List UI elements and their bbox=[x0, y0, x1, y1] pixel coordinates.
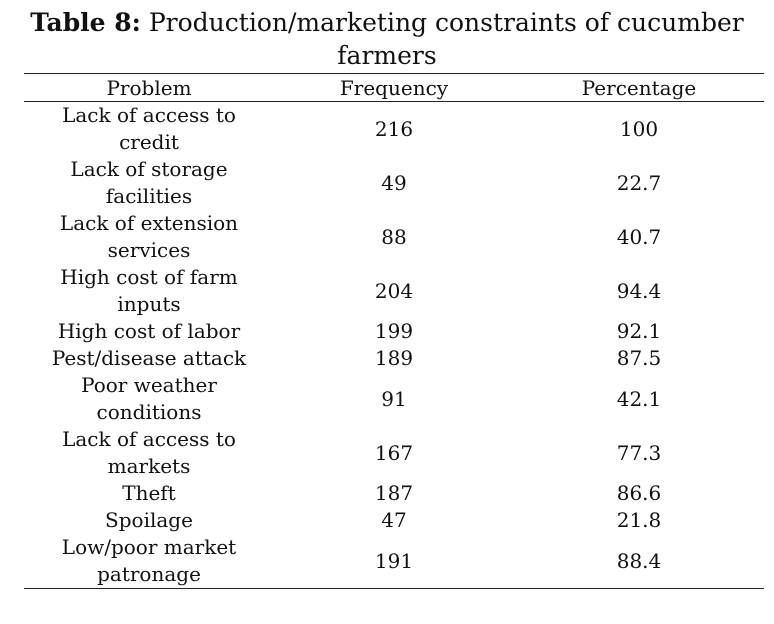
cell-percentage: 94.4 bbox=[616, 278, 662, 303]
cell-percentage: 40.7 bbox=[616, 224, 662, 249]
table-row: High cost of labor 199 92.1 bbox=[24, 318, 764, 345]
header-row: Problem Frequency Percentage bbox=[24, 73, 764, 102]
cell-frequency: 91 bbox=[381, 386, 407, 411]
cell-percentage: 100 bbox=[619, 116, 659, 141]
cell-percentage: 86.6 bbox=[616, 481, 662, 505]
table-caption: Table 8: Production/marketing constraint… bbox=[0, 6, 774, 72]
cell-problem: High cost of labor bbox=[57, 319, 241, 343]
header-percentage: Percentage bbox=[514, 73, 764, 102]
cell-frequency: 47 bbox=[381, 508, 407, 532]
cell-problem: Low/poor market patronage bbox=[24, 534, 274, 589]
cell-frequency: 191 bbox=[274, 534, 514, 589]
cell-problem: Lack of storage facilities bbox=[70, 157, 228, 208]
cell-frequency: 49 bbox=[381, 170, 407, 195]
cell-problem: Lack of access to markets bbox=[62, 427, 236, 478]
cell-problem: High cost of farm inputs bbox=[60, 265, 238, 316]
cell-problem: Lack of access to credit bbox=[62, 103, 236, 154]
table-number: Table 8: bbox=[30, 8, 141, 37]
cell-percentage: 92.1 bbox=[616, 319, 662, 343]
cell-percentage: 22.7 bbox=[616, 170, 662, 195]
cell-frequency: 216 bbox=[374, 116, 414, 141]
cell-frequency: 204 bbox=[374, 278, 414, 303]
cell-percentage: 77.3 bbox=[616, 440, 662, 465]
table-row: Low/poor market patronage 191 88.4 bbox=[24, 534, 764, 589]
cell-percentage: 87.5 bbox=[616, 346, 662, 370]
constraints-table: Problem Frequency Percentage Lack of acc… bbox=[24, 73, 764, 589]
cell-frequency: 189 bbox=[374, 346, 414, 370]
table-row: Poor weather conditions 91 42.1 bbox=[24, 372, 764, 426]
cell-percentage: 21.8 bbox=[616, 508, 662, 532]
cell-frequency: 187 bbox=[374, 481, 414, 505]
cell-problem: Spoilage bbox=[105, 508, 193, 532]
cell-problem: Poor weather conditions bbox=[81, 373, 217, 424]
table-row: Lack of access to markets 167 77.3 bbox=[24, 426, 764, 480]
cell-problem: Lack of extension services bbox=[59, 211, 239, 262]
cell-frequency: 88 bbox=[381, 224, 407, 249]
table-row: Lack of access to credit 216 100 bbox=[24, 102, 764, 157]
cell-problem: Theft bbox=[122, 481, 176, 505]
table-row: Spoilage 47 21.8 bbox=[24, 507, 764, 534]
cell-percentage: 42.1 bbox=[616, 386, 662, 411]
table-row: Theft 187 86.6 bbox=[24, 480, 764, 507]
header-frequency: Frequency bbox=[274, 73, 514, 102]
table-row: Pest/disease attack 189 87.5 bbox=[24, 345, 764, 372]
cell-frequency: 167 bbox=[374, 440, 414, 465]
cell-frequency: 199 bbox=[374, 319, 414, 343]
table-row: High cost of farm inputs 204 94.4 bbox=[24, 264, 764, 318]
cell-percentage: 88.4 bbox=[514, 534, 764, 589]
cell-problem: Pest/disease attack bbox=[51, 346, 247, 370]
table-row: Lack of extension services 88 40.7 bbox=[24, 210, 764, 264]
table-title: Production/marketing constraints of cucu… bbox=[140, 8, 744, 70]
header-problem: Problem bbox=[24, 73, 274, 102]
table-row: Lack of storage facilities 49 22.7 bbox=[24, 156, 764, 210]
